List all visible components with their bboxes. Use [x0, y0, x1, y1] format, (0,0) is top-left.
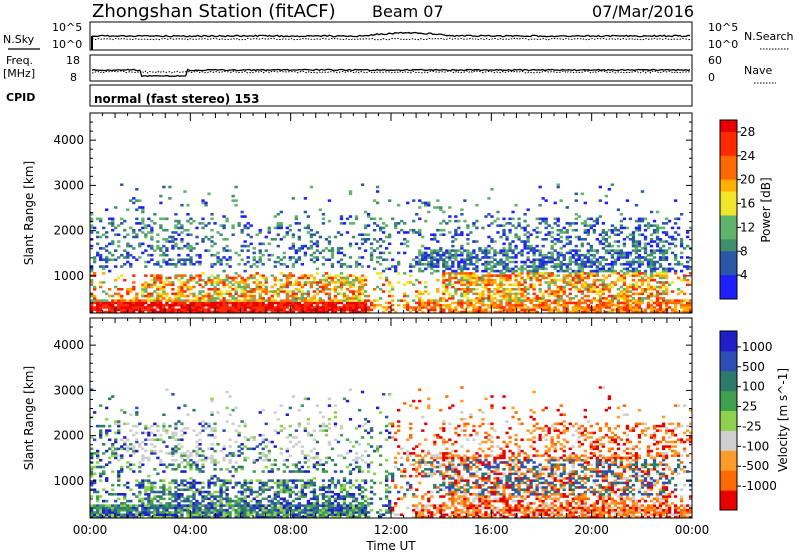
power-colorbar-tick: 28 — [740, 125, 755, 139]
power-colorbar-tick: 16 — [740, 197, 755, 211]
y-tick-label: 3000 — [53, 178, 84, 192]
nave-label: Nave — [744, 64, 772, 77]
velocity-panel: 1000 2000 3000 4000 00:00 04:00 08:00 12:00 16:0… — [22, 317, 710, 553]
power-colorbar: 4 8 12 16 20 24 28 Power [dB] — [719, 119, 773, 300]
power-colorbar-tick: 24 — [740, 149, 755, 163]
nsky-tick-top: 10^5 — [52, 21, 82, 34]
freq-strip: Freq. [MHz] 18 8 60 0 Nave — [3, 54, 776, 84]
velocity-colorbar-tick: -1000 — [742, 479, 777, 493]
power-ylabel: Slant Range [km] — [22, 161, 36, 265]
y-tick-label: 4000 — [53, 338, 84, 352]
nsky-strip: N.Sky 10^5 10^0 10^5 10^0 N.Search — [3, 21, 794, 51]
beam-label: Beam 07 — [372, 2, 444, 21]
nsky-tick-bottom: 10^0 — [52, 38, 82, 51]
nave-tick-top: 60 — [708, 54, 722, 67]
y-tick-label: 2000 — [53, 224, 84, 238]
y-tick-label: 3000 — [53, 383, 84, 397]
nsearch-tick-bottom: 10^0 — [708, 38, 738, 51]
power-colorbar-tick: 20 — [740, 173, 755, 187]
velocity-colorbar-tick: 500 — [742, 360, 765, 374]
velocity-xlabel: Time UT — [365, 539, 416, 553]
velocity-axes: 1000 2000 3000 4000 00:00 04:00 08:00 12:00 16:0… — [53, 317, 710, 537]
velocity-colorbar-label: Velocity [m s^-1] — [776, 368, 790, 472]
nsearch-trace — [91, 37, 691, 41]
freq-unit-label: [MHz] — [3, 67, 35, 80]
power-panel: 1000 2000 3000 4000 Slant Range [km] — [22, 112, 693, 314]
nave-tick-bottom: 0 — [708, 71, 715, 84]
x-tick-label: 12:00 — [374, 523, 409, 537]
velocity-colorbar-tick: -25 — [742, 419, 762, 433]
x-tick-label: 08:00 — [273, 523, 308, 537]
y-tick-label: 1000 — [53, 474, 84, 488]
power-heatmap — [90, 183, 693, 314]
velocity-heatmap — [90, 386, 693, 519]
cpid-text: normal (fast stereo) 153 — [94, 92, 260, 106]
velocity-colorbar-tick: 1000 — [742, 340, 773, 354]
freq-tick-bottom: 8 — [70, 71, 77, 84]
power-colorbar-tick: 12 — [740, 220, 755, 234]
velocity-colorbar-tick: -500 — [742, 459, 769, 473]
freq-label: Freq. — [6, 54, 33, 67]
x-tick-label: 00:00 — [73, 523, 108, 537]
velocity-colorbar-tick: -100 — [742, 439, 769, 453]
nsearch-label: N.Search — [744, 30, 794, 43]
nsearch-tick-top: 10^5 — [708, 21, 738, 34]
cpid-strip: CPID normal (fast stereo) 153 — [6, 84, 693, 107]
x-tick-label: 16:00 — [474, 523, 509, 537]
power-colorbar-tick: 8 — [740, 244, 748, 258]
x-tick-label: 00:00 — [675, 523, 710, 537]
velocity-colorbar: 1000 500 100 25 -25 -100 -500 -1000 Velocity [m… — [719, 330, 790, 511]
station-title: Zhongshan Station (fitACF) — [92, 1, 336, 22]
y-tick-label: 1000 — [53, 269, 84, 283]
date-label: 07/Mar/2016 — [592, 2, 694, 21]
y-tick-label: 2000 — [53, 429, 84, 443]
x-tick-label: 04:00 — [173, 523, 208, 537]
nsky-label: N.Sky — [3, 33, 35, 46]
velocity-colorbar-tick: 25 — [742, 400, 757, 414]
cpid-label: CPID — [6, 91, 35, 104]
power-y-axis: 1000 2000 3000 4000 — [53, 112, 693, 313]
freq-tick-top: 18 — [66, 54, 80, 67]
freq-trace — [91, 68, 691, 78]
power-colorbar-label: Power [dB] — [759, 177, 773, 242]
y-tick-label: 4000 — [53, 133, 84, 147]
velocity-ylabel: Slant Range [km] — [22, 366, 36, 470]
x-tick-label: 20:00 — [574, 523, 609, 537]
power-colorbar-tick: 4 — [740, 268, 748, 282]
nsky-trace — [91, 31, 691, 38]
nave-trace — [91, 70, 691, 74]
velocity-colorbar-tick: 100 — [742, 380, 765, 394]
